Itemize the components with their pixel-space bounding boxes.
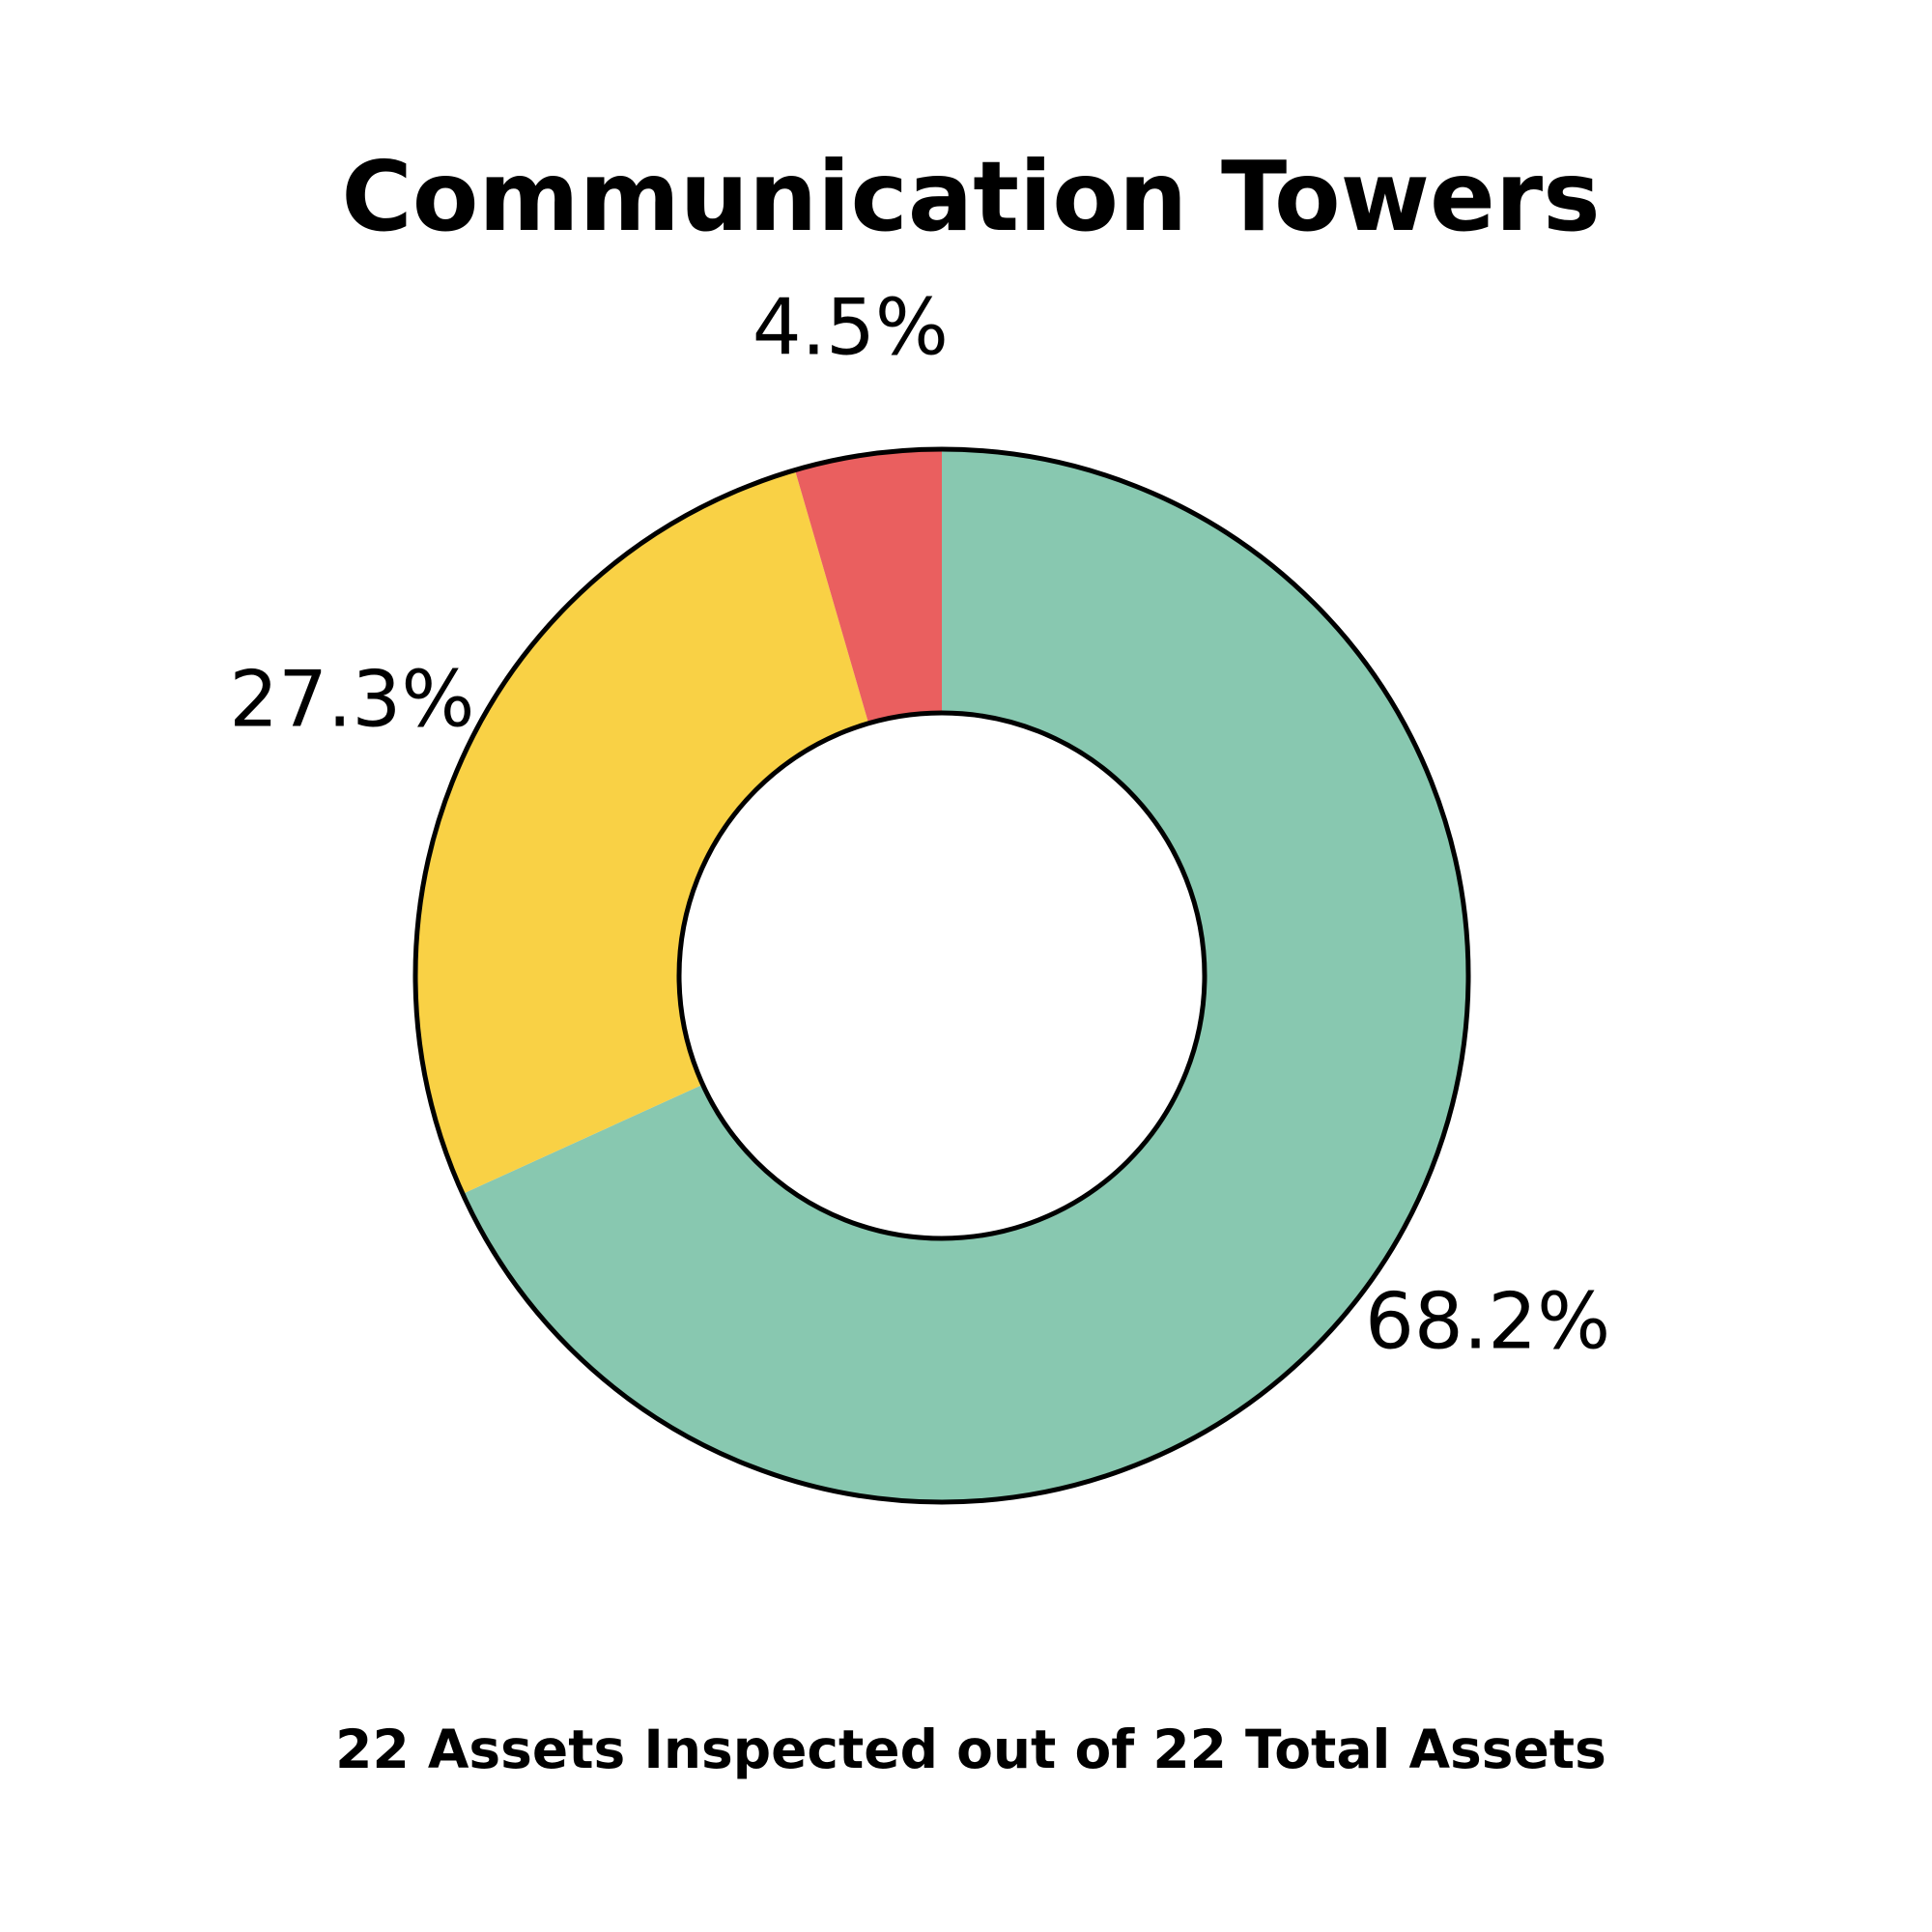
donut-slice-0 — [462, 449, 1469, 1502]
donut-slices — [412, 446, 1471, 1505]
donut-slice-2 — [794, 449, 942, 724]
slice-label-1: 27.3% — [229, 655, 474, 745]
donut-inner-hole — [676, 710, 1208, 1241]
slice-label-0: 68.2% — [1365, 1277, 1610, 1367]
slice-label-2: 4.5% — [753, 283, 949, 373]
chart-title: Communication Towers — [341, 140, 1600, 253]
chart-footer: 22 Assets Inspected out of 22 Total Asse… — [335, 1719, 1606, 1780]
donut-outer-outline — [412, 446, 1471, 1505]
slice-labels: 68.2% 27.3% 4.5% — [229, 283, 1610, 1367]
